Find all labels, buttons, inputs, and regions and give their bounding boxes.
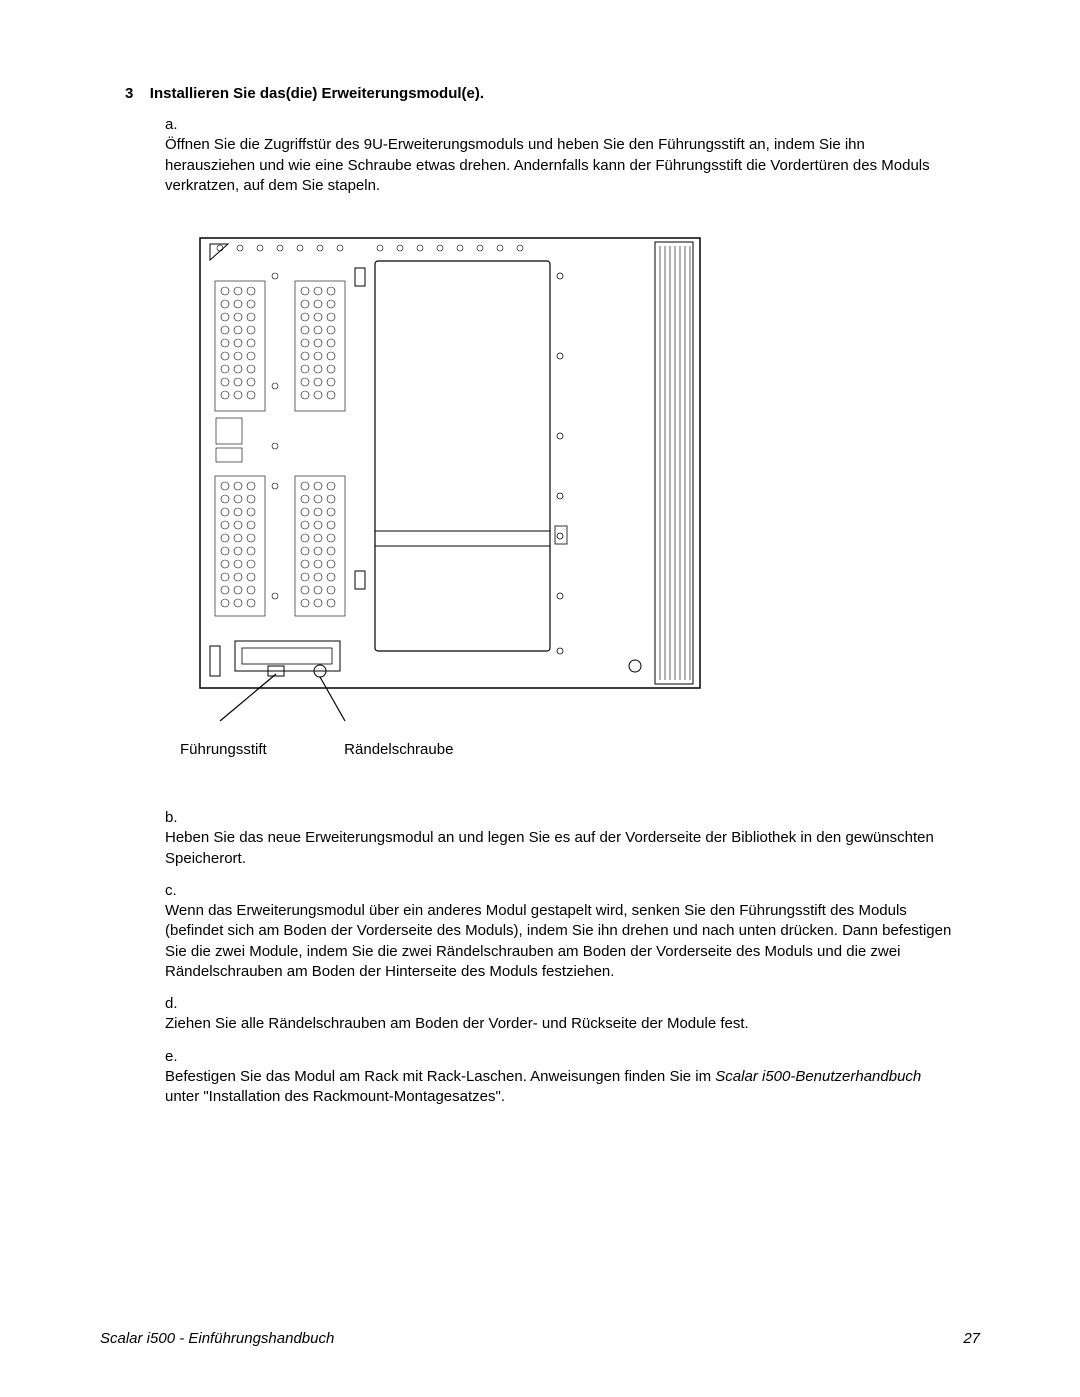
callout-thumbscrew: Rändelschraube bbox=[344, 741, 453, 758]
sub-text: Befestigen Sie das Modul am Rack mit Rac… bbox=[165, 1067, 954, 1108]
sub-item-b: b. Heben Sie das neue Erweiterungsmodul … bbox=[165, 808, 980, 869]
page-footer: Scalar i500 - Einführungshandbuch 27 bbox=[100, 1330, 980, 1347]
step-number: 3 bbox=[125, 85, 133, 102]
step-heading: 3 Installieren Sie das(die) Erweiterungs… bbox=[125, 85, 980, 103]
sub-list: a. Öffnen Sie die Zugriffstür des 9U-Erw… bbox=[165, 115, 980, 196]
sub-letter: b. bbox=[165, 808, 187, 828]
text-post: unter "Installation des Rackmount-Montag… bbox=[165, 1088, 505, 1105]
text-pre: Befestigen Sie das Modul am Rack mit Rac… bbox=[165, 1068, 715, 1085]
sub-letter: a. bbox=[165, 115, 187, 135]
footer-page: 27 bbox=[963, 1330, 980, 1347]
module-svg bbox=[180, 226, 720, 726]
sub-item-a: a. Öffnen Sie die Zugriffstür des 9U-Erw… bbox=[165, 115, 980, 196]
diagram-callouts: Führungsstift Rändelschraube bbox=[180, 741, 980, 758]
step-title: Installieren Sie das(die) Erweiterungsmo… bbox=[150, 85, 484, 102]
sub-item-e: e. Befestigen Sie das Modul am Rack mit … bbox=[165, 1047, 980, 1108]
footer-title: Scalar i500 - Einführungshandbuch bbox=[100, 1330, 334, 1347]
sub-text: Ziehen Sie alle Rändelschrauben am Boden… bbox=[165, 1014, 954, 1034]
sub-item-d: d. Ziehen Sie alle Rändelschrauben am Bo… bbox=[165, 994, 980, 1035]
sub-letter: c. bbox=[165, 881, 187, 901]
sub-letter: d. bbox=[165, 994, 187, 1014]
sub-list-2: b. Heben Sie das neue Erweiterungsmodul … bbox=[165, 808, 980, 1107]
text-italic: Scalar i500-Benutzerhandbuch bbox=[715, 1068, 921, 1085]
sub-item-c: c. Wenn das Erweiterungsmodul über ein a… bbox=[165, 881, 980, 982]
callout-guide-pin: Führungsstift bbox=[180, 741, 340, 758]
sub-text: Wenn das Erweiterungsmodul über ein ande… bbox=[165, 901, 954, 982]
sub-letter: e. bbox=[165, 1047, 187, 1067]
sub-text: Heben Sie das neue Erweiterungsmodul an … bbox=[165, 828, 954, 869]
sub-text: Öffnen Sie die Zugriffstür des 9U-Erweit… bbox=[165, 135, 954, 196]
expansion-module-diagram bbox=[180, 226, 980, 731]
